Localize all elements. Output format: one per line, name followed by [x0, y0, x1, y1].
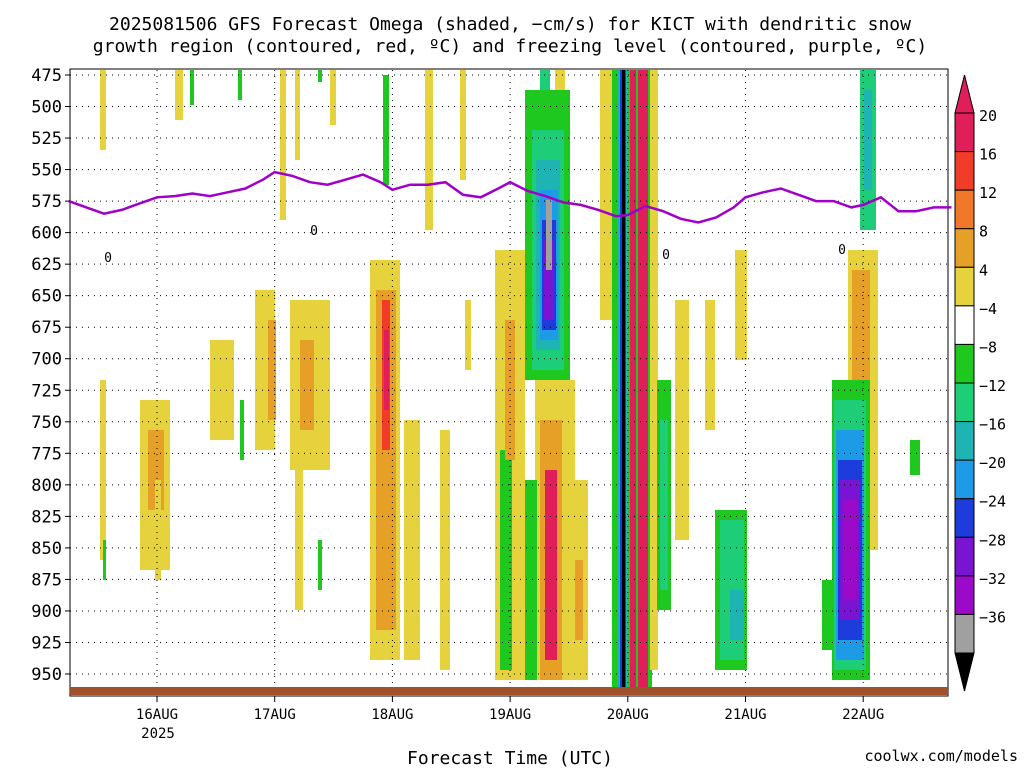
y-tick-label: 675: [31, 318, 62, 338]
y-tick-label: 650: [31, 287, 62, 307]
colorbar-segment: [954, 498, 975, 538]
y-tick-label: 875: [31, 570, 62, 590]
freezing-level-line: [68, 170, 952, 224]
x-tick-label: 22AUG: [842, 707, 884, 723]
x-axis-year: 2025: [141, 726, 175, 742]
y-tick-label: 550: [31, 161, 62, 181]
colorbar-arrow-bottom: [954, 652, 975, 692]
x-tick-label: 21AUG: [724, 707, 766, 723]
x-tick-label: 16AUG: [136, 707, 178, 723]
y-tick-label: 625: [31, 255, 62, 275]
freezing-level-label: 0: [104, 251, 112, 266]
colorbar-label: −8: [979, 338, 997, 356]
y-axis: 475 500 525 550 575 600 625 650 675 700 725 750 775 8…: [31, 66, 70, 685]
x-tick-label: 20AUG: [607, 707, 649, 723]
colorbar-segment: [954, 189, 975, 230]
colorbar-label: −36: [979, 608, 1006, 626]
y-tick-label: 750: [31, 413, 62, 433]
freezing-level-label: 0: [662, 248, 670, 263]
x-tick-label: 17AUG: [254, 707, 296, 723]
colorbar-label: 16: [979, 146, 997, 164]
y-tick-label: 950: [31, 665, 62, 685]
y-tick-label: 575: [31, 192, 62, 212]
colorbar-segment: [954, 575, 975, 615]
colorbar-segment: [954, 382, 975, 423]
y-tick-label: 600: [31, 224, 62, 244]
chart-title-line1: 2025081506 GFS Forecast Omega (shaded, −…: [109, 14, 911, 35]
y-tick-label: 475: [31, 66, 62, 86]
x-tick-label: 18AUG: [371, 707, 413, 723]
colorbar-label: −16: [979, 416, 1006, 434]
y-tick-label: 775: [31, 444, 62, 464]
colorbar-label: −24: [979, 493, 1006, 511]
y-tick-label: 900: [31, 602, 62, 622]
freezing-level-label: 0: [310, 224, 318, 239]
grid: [70, 70, 948, 695]
colorbar-label: 8: [979, 223, 988, 241]
y-tick-label: 925: [31, 633, 62, 653]
y-tick-label: 525: [31, 129, 62, 149]
colorbar-segment: [954, 343, 975, 384]
y-tick-label: 700: [31, 350, 62, 370]
colorbar-segment: [954, 112, 975, 153]
colorbar-segment: [954, 536, 975, 577]
colorbar-label: −20: [979, 454, 1006, 472]
y-tick-label: 850: [31, 539, 62, 559]
colorbar-segment: [954, 459, 975, 500]
colorbar-label: 20: [979, 107, 997, 125]
colorbar: 20 16 12 8 4 −4 −8 −12 −16 −20 −24 −28 −32 −36: [954, 74, 1006, 692]
x-axis: 16AUG 17AUG 18AUG 19AUG 20AUG 21AUG 22AUG: [136, 696, 884, 723]
colorbar-segment: [954, 151, 975, 191]
y-tick-label: 725: [31, 381, 62, 401]
colorbar-segment: [954, 305, 975, 345]
y-tick-label: 825: [31, 507, 62, 527]
colorbar-segment: [954, 266, 975, 307]
colorbar-segment: [954, 613, 975, 654]
colorbar-label: −12: [979, 377, 1006, 395]
colorbar-label: 12: [979, 184, 997, 202]
chart-title-line2: growth region (contoured, red, ºC) and f…: [93, 36, 927, 57]
colorbar-label: −4: [979, 300, 997, 318]
y-tick-label: 800: [31, 476, 62, 496]
colorbar-segment: [954, 228, 975, 268]
colorbar-label: −28: [979, 531, 1006, 549]
colorbar-label: 4: [979, 261, 988, 279]
x-axis-label: Forecast Time (UTC): [407, 748, 613, 768]
x-tick-label: 19AUG: [489, 707, 531, 723]
colorbar-label: −32: [979, 570, 1006, 588]
freezing-level-label: 0: [838, 243, 846, 258]
credit-text: coolwx.com/models: [864, 747, 1018, 765]
colorbar-segment: [954, 421, 975, 461]
omega-shading: [100, 70, 920, 690]
y-tick-label: 500: [31, 98, 62, 118]
ground-terrain: [70, 687, 948, 695]
